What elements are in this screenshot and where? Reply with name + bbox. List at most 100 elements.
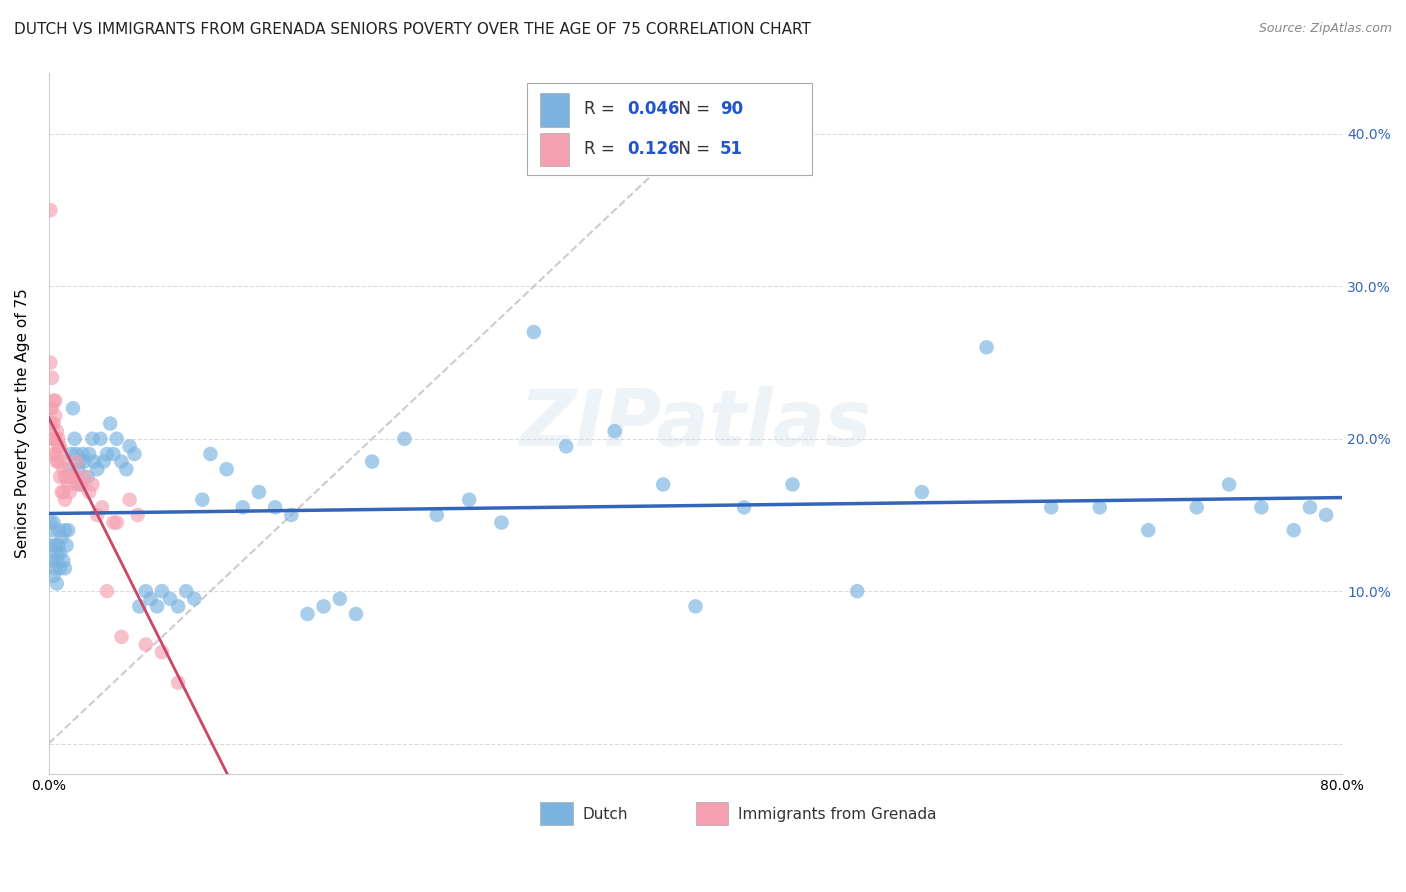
Point bbox=[652, 477, 675, 491]
Point bbox=[82, 477, 104, 491]
Point bbox=[103, 516, 125, 530]
Point bbox=[83, 454, 105, 468]
Point bbox=[48, 432, 70, 446]
Point bbox=[55, 470, 77, 484]
Point bbox=[42, 432, 65, 446]
Point bbox=[115, 462, 138, 476]
Text: 90: 90 bbox=[720, 101, 744, 119]
Point bbox=[1088, 500, 1111, 515]
Point bbox=[39, 401, 62, 416]
Point bbox=[183, 591, 205, 606]
Point bbox=[48, 454, 70, 468]
Point bbox=[66, 477, 89, 491]
Point bbox=[232, 500, 254, 515]
Point bbox=[782, 477, 804, 491]
FancyBboxPatch shape bbox=[540, 94, 569, 127]
Point bbox=[93, 454, 115, 468]
Point bbox=[56, 523, 79, 537]
Text: 0.046: 0.046 bbox=[627, 101, 679, 119]
Point bbox=[105, 432, 128, 446]
Point bbox=[42, 516, 65, 530]
Point bbox=[312, 599, 335, 614]
Point bbox=[56, 477, 79, 491]
Text: N =: N = bbox=[668, 140, 716, 158]
Point bbox=[39, 538, 62, 552]
Point bbox=[52, 462, 75, 476]
Point bbox=[42, 393, 65, 408]
Point bbox=[329, 591, 352, 606]
Point bbox=[733, 500, 755, 515]
Point bbox=[150, 645, 173, 659]
Point bbox=[41, 417, 63, 431]
Point bbox=[118, 492, 141, 507]
Point bbox=[72, 447, 94, 461]
Point bbox=[48, 538, 70, 552]
Point bbox=[167, 599, 190, 614]
Point bbox=[45, 447, 67, 461]
Point bbox=[41, 523, 63, 537]
Point bbox=[264, 500, 287, 515]
Point bbox=[41, 554, 63, 568]
Point bbox=[48, 523, 70, 537]
Point bbox=[344, 607, 367, 621]
Text: R =: R = bbox=[585, 140, 626, 158]
Text: Immigrants from Grenada: Immigrants from Grenada bbox=[738, 807, 936, 822]
Text: Dutch: Dutch bbox=[583, 807, 628, 822]
Point bbox=[200, 447, 222, 461]
Point bbox=[48, 439, 70, 453]
FancyBboxPatch shape bbox=[696, 802, 728, 824]
Point bbox=[44, 393, 66, 408]
Point bbox=[59, 485, 82, 500]
Point bbox=[65, 454, 87, 468]
Point bbox=[52, 485, 75, 500]
Point bbox=[191, 492, 214, 507]
Text: ZIPatlas: ZIPatlas bbox=[519, 385, 872, 461]
Point bbox=[124, 447, 146, 461]
Point bbox=[127, 508, 149, 522]
Point bbox=[42, 569, 65, 583]
Point bbox=[42, 447, 65, 461]
Point bbox=[846, 584, 869, 599]
Text: 51: 51 bbox=[720, 140, 744, 158]
Point bbox=[394, 432, 416, 446]
Point bbox=[44, 409, 66, 423]
Point bbox=[59, 462, 82, 476]
Text: Source: ZipAtlas.com: Source: ZipAtlas.com bbox=[1258, 22, 1392, 36]
Point bbox=[42, 417, 65, 431]
Point bbox=[53, 561, 76, 575]
Point bbox=[361, 454, 384, 468]
Point bbox=[174, 584, 197, 599]
Point bbox=[91, 500, 114, 515]
Text: N =: N = bbox=[668, 101, 716, 119]
Point bbox=[82, 432, 104, 446]
FancyBboxPatch shape bbox=[527, 84, 811, 175]
Point bbox=[118, 439, 141, 453]
Point bbox=[458, 492, 481, 507]
Point bbox=[45, 576, 67, 591]
Point bbox=[44, 538, 66, 552]
Point bbox=[603, 424, 626, 438]
Text: R =: R = bbox=[585, 101, 620, 119]
FancyBboxPatch shape bbox=[540, 802, 572, 824]
Point bbox=[150, 584, 173, 599]
Point bbox=[76, 470, 98, 484]
Point bbox=[39, 516, 62, 530]
Point bbox=[53, 492, 76, 507]
Point bbox=[685, 599, 707, 614]
Point bbox=[45, 554, 67, 568]
Point bbox=[70, 477, 93, 491]
Point bbox=[73, 470, 96, 484]
Point bbox=[45, 546, 67, 560]
Point bbox=[62, 470, 84, 484]
Point bbox=[63, 470, 86, 484]
Point bbox=[73, 454, 96, 468]
Point bbox=[146, 599, 169, 614]
Point bbox=[280, 508, 302, 522]
Text: DUTCH VS IMMIGRANTS FROM GRENADA SENIORS POVERTY OVER THE AGE OF 75 CORRELATION : DUTCH VS IMMIGRANTS FROM GRENADA SENIORS… bbox=[14, 22, 811, 37]
Text: 0.126: 0.126 bbox=[627, 140, 679, 158]
Point bbox=[1040, 500, 1063, 515]
Point bbox=[53, 523, 76, 537]
Point bbox=[110, 630, 132, 644]
Point bbox=[49, 439, 72, 453]
Point bbox=[45, 454, 67, 468]
